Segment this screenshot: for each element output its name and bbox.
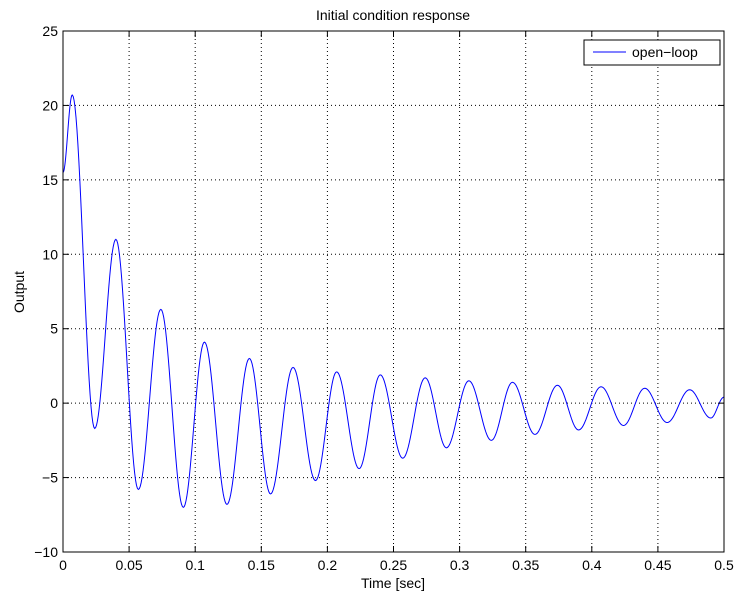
- legend: open−loop: [583, 39, 721, 66]
- chart-title: Initial condition response: [316, 7, 470, 23]
- y-tick-label: −5: [42, 470, 58, 486]
- series-line-0: [62, 94, 725, 508]
- y-tick-label: 5: [50, 321, 58, 337]
- y-tick-label: 15: [42, 172, 58, 188]
- ticks: [62, 30, 725, 553]
- x-tick-label: 0.4: [582, 557, 602, 573]
- x-tick-label: 0.25: [380, 557, 407, 573]
- x-axis-title: Time [sec]: [361, 575, 425, 591]
- x-tick-label: 0.2: [318, 557, 338, 573]
- x-tick-label: 0: [59, 557, 67, 573]
- y-tick-labels: −10 −5 0 5 10 15 20 25: [34, 23, 58, 560]
- x-tick-label: 0.45: [644, 557, 671, 573]
- y-tick-label: 20: [42, 97, 58, 113]
- x-tick-label: 0.15: [248, 557, 275, 573]
- series-layer: [62, 94, 725, 508]
- y-tick-label: 25: [42, 23, 58, 39]
- x-tick-label: 0.5: [714, 557, 734, 573]
- x-tick-labels: 0 0.05 0.1 0.15 0.2 0.25 0.3 0.35 0.4 0.45 0.5: [59, 557, 734, 573]
- y-tick-label: 10: [42, 246, 58, 262]
- grid: [63, 31, 724, 552]
- x-tick-label: 0.1: [185, 557, 205, 573]
- y-tick-label: −10: [34, 544, 58, 560]
- x-tick-label: 0.05: [115, 557, 142, 573]
- x-tick-label: 0.3: [450, 557, 470, 573]
- y-axis-title: Output: [11, 271, 27, 313]
- legend-label: open−loop: [632, 44, 698, 60]
- y-tick-label: 0: [50, 395, 58, 411]
- x-tick-label: 0.35: [512, 557, 539, 573]
